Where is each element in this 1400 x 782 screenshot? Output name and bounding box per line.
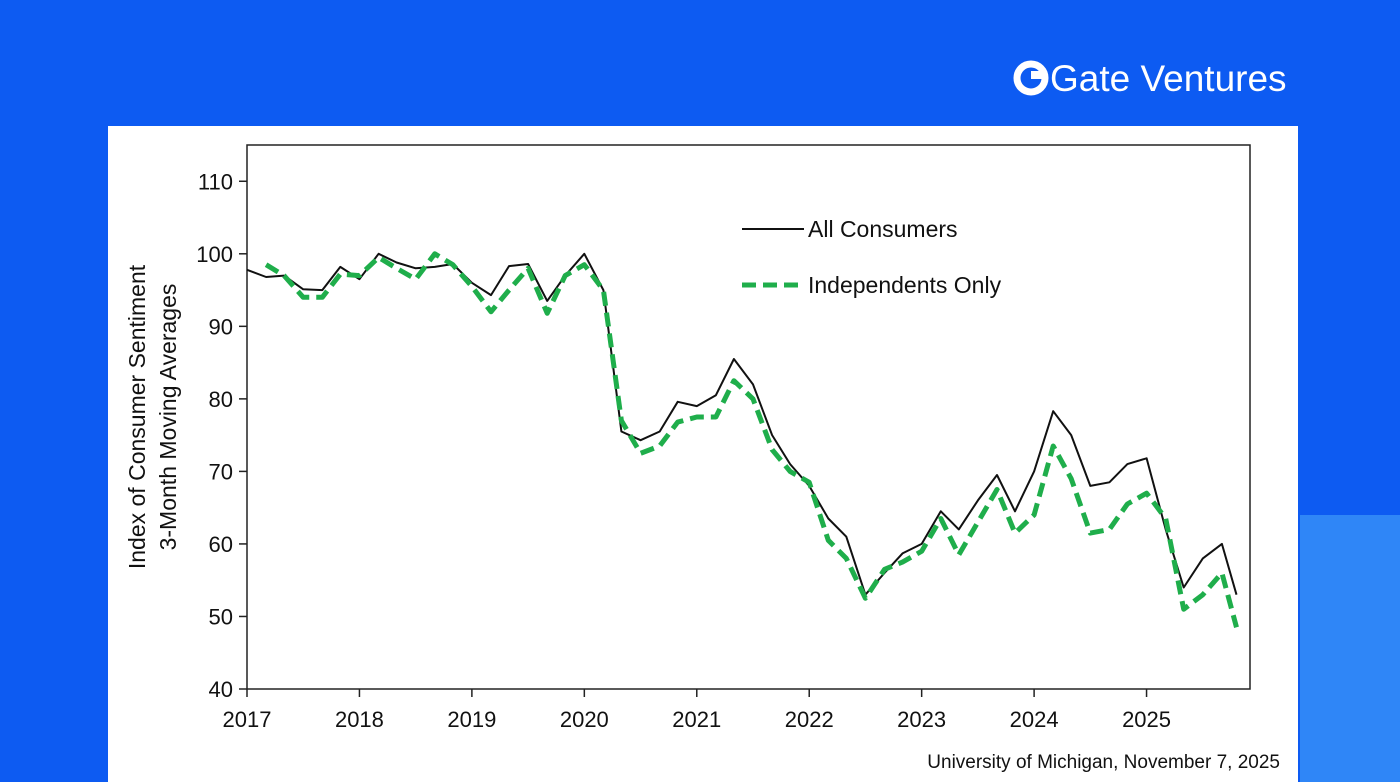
plot-frame: [246, 144, 1251, 690]
decor-panel: [1300, 515, 1400, 782]
x-tick-label: 2020: [560, 707, 609, 732]
x-tick-label: 2022: [785, 707, 834, 732]
legend-label: Independents Only: [808, 272, 1002, 298]
x-tick-label: 2019: [447, 707, 496, 732]
y-axis-label: 3-Month Moving Averages: [155, 284, 181, 551]
y-tick-label: 100: [196, 242, 233, 267]
y-tick-label: 70: [209, 459, 233, 484]
x-tick-label: 2023: [897, 707, 946, 732]
x-tick-label: 2025: [1122, 707, 1171, 732]
y-tick-label: 40: [209, 677, 233, 702]
y-tick-label: 90: [209, 314, 233, 339]
x-tick-label: 2017: [223, 707, 272, 732]
plot: 40 50 60 70 80 90 100 110 2017 2018 2019 2020 2021 20…: [196, 169, 1239, 732]
series-line: [264, 251, 1239, 628]
x-tick-label: 2018: [335, 707, 384, 732]
y-tick-label: 50: [209, 604, 233, 629]
x-tick-label: 2021: [672, 707, 721, 732]
logo-icon-bar: [1031, 71, 1045, 79]
logo: Gate Ventures: [1013, 58, 1287, 99]
series-line: [246, 252, 1238, 596]
legend-label: All Consumers: [808, 216, 958, 242]
y-tick-label: 60: [209, 532, 233, 557]
chart-card: [108, 126, 1298, 782]
y-axis-label: Index of Consumer Sentiment: [124, 264, 150, 569]
y-tick-label: 80: [209, 387, 233, 412]
y-tick-label: 110: [198, 169, 233, 194]
source-note: University of Michigan, November 7, 2025: [927, 752, 1280, 773]
x-tick-label: 2024: [1010, 707, 1059, 732]
brand: Gate Ventures: [1050, 58, 1287, 99]
